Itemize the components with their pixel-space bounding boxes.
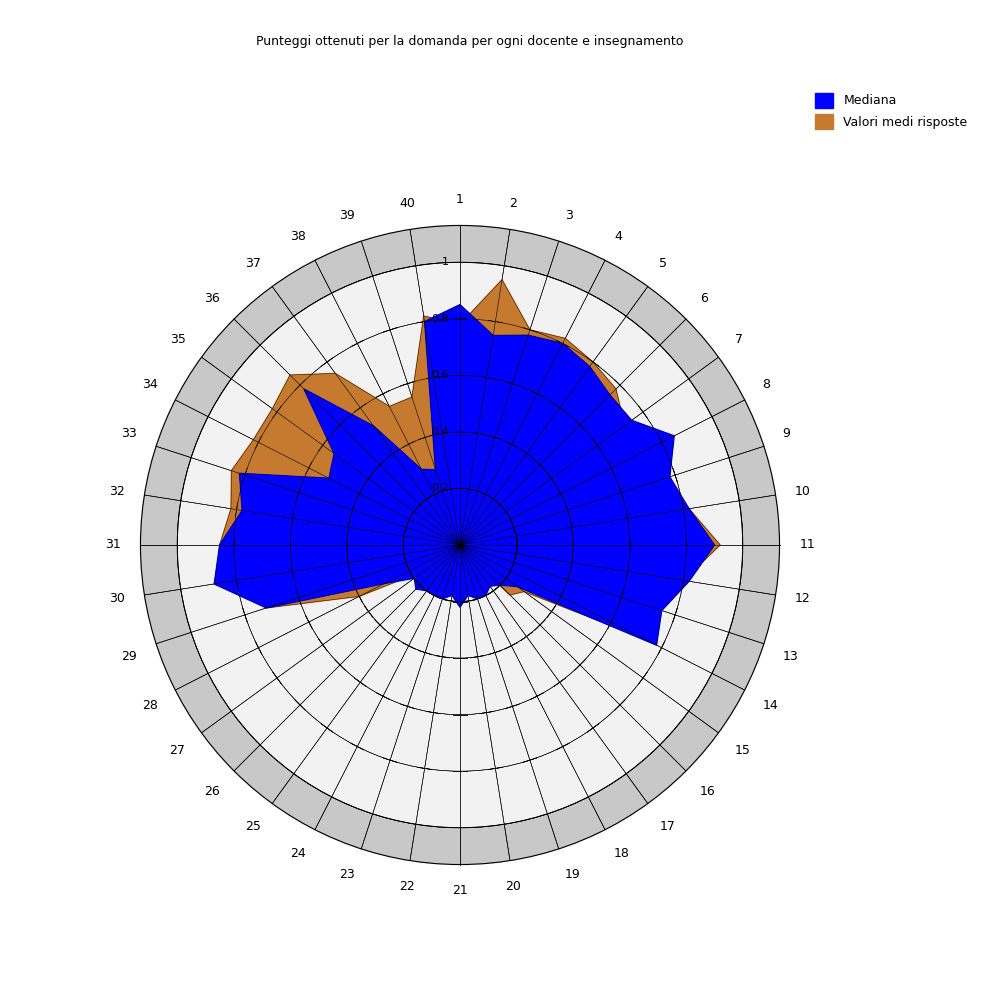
Text: 0,4: 0,4	[431, 427, 449, 437]
Polygon shape	[220, 280, 720, 637]
Text: 16: 16	[700, 785, 716, 798]
Text: 38: 38	[290, 230, 306, 243]
Text: 6: 6	[700, 292, 708, 305]
Text: 4: 4	[614, 230, 622, 243]
Text: 0,8: 0,8	[431, 314, 449, 324]
Text: 27: 27	[170, 744, 185, 757]
Text: 39: 39	[339, 209, 355, 222]
Text: 18: 18	[614, 847, 630, 860]
Text: 9: 9	[783, 427, 791, 440]
Text: 28: 28	[142, 699, 158, 712]
Text: 0,2: 0,2	[431, 483, 449, 493]
Text: 11: 11	[799, 538, 815, 552]
Text: 37: 37	[245, 257, 261, 270]
Text: 3: 3	[565, 209, 573, 222]
Text: 25: 25	[245, 820, 261, 833]
Text: 1: 1	[442, 257, 449, 267]
Text: 2: 2	[509, 197, 517, 210]
Text: 14: 14	[762, 699, 778, 712]
Text: 10: 10	[795, 485, 811, 498]
Text: 33: 33	[122, 427, 137, 440]
Circle shape	[140, 225, 780, 865]
Text: 32: 32	[109, 485, 125, 498]
Text: 8: 8	[762, 378, 770, 391]
Text: 40: 40	[399, 197, 415, 210]
Text: 21: 21	[452, 884, 468, 897]
Text: 24: 24	[290, 847, 306, 860]
Text: 0,6: 0,6	[431, 370, 449, 380]
Text: 17: 17	[659, 820, 675, 833]
Text: 35: 35	[170, 333, 185, 346]
Legend: Mediana, Valori medi risposte: Mediana, Valori medi risposte	[808, 86, 974, 135]
Text: 29: 29	[122, 650, 137, 663]
Circle shape	[177, 262, 743, 828]
Text: 20: 20	[505, 880, 521, 893]
Text: 34: 34	[142, 378, 158, 391]
Text: 31: 31	[105, 538, 121, 552]
Text: 26: 26	[204, 785, 220, 798]
Text: 23: 23	[339, 868, 355, 881]
Text: 1: 1	[456, 193, 464, 206]
Text: 30: 30	[109, 592, 125, 605]
Text: 12: 12	[795, 592, 811, 605]
Polygon shape	[214, 305, 714, 645]
Text: 13: 13	[783, 650, 798, 663]
Text: 22: 22	[399, 880, 415, 893]
Circle shape	[177, 262, 743, 828]
Text: 19: 19	[565, 868, 581, 881]
Text: Punteggi ottenuti per la domanda per ogni docente e insegnamento: Punteggi ottenuti per la domanda per ogn…	[256, 35, 684, 48]
Text: 15: 15	[735, 744, 750, 757]
Text: 36: 36	[204, 292, 220, 305]
Text: 7: 7	[735, 333, 743, 346]
Text: 5: 5	[659, 257, 667, 270]
